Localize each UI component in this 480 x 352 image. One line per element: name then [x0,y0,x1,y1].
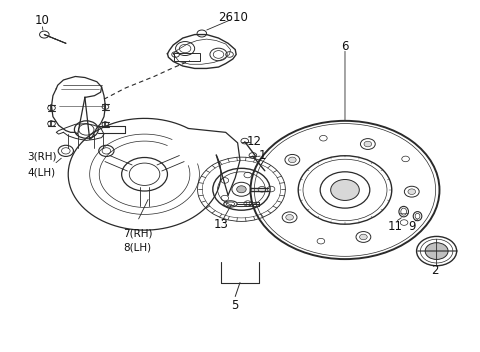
Text: 13: 13 [214,218,228,231]
Text: 8(LH): 8(LH) [123,243,152,253]
Circle shape [237,186,246,193]
Circle shape [408,189,416,194]
Text: 3(RH): 3(RH) [28,152,57,162]
Text: 5: 5 [231,299,239,312]
Circle shape [364,141,372,147]
Text: 2610: 2610 [218,11,248,24]
Circle shape [286,214,293,220]
Text: 9: 9 [408,220,416,233]
Text: 11: 11 [387,220,403,233]
Text: 12: 12 [247,134,262,147]
Text: 2: 2 [431,264,438,277]
Text: 7(RH): 7(RH) [123,228,152,239]
Circle shape [288,157,296,163]
Circle shape [331,180,360,200]
Text: 1: 1 [259,149,267,162]
Text: 6: 6 [341,40,349,53]
Text: 4(LH): 4(LH) [28,168,56,177]
Text: 10: 10 [35,14,49,27]
Circle shape [425,243,448,259]
Circle shape [360,234,367,240]
